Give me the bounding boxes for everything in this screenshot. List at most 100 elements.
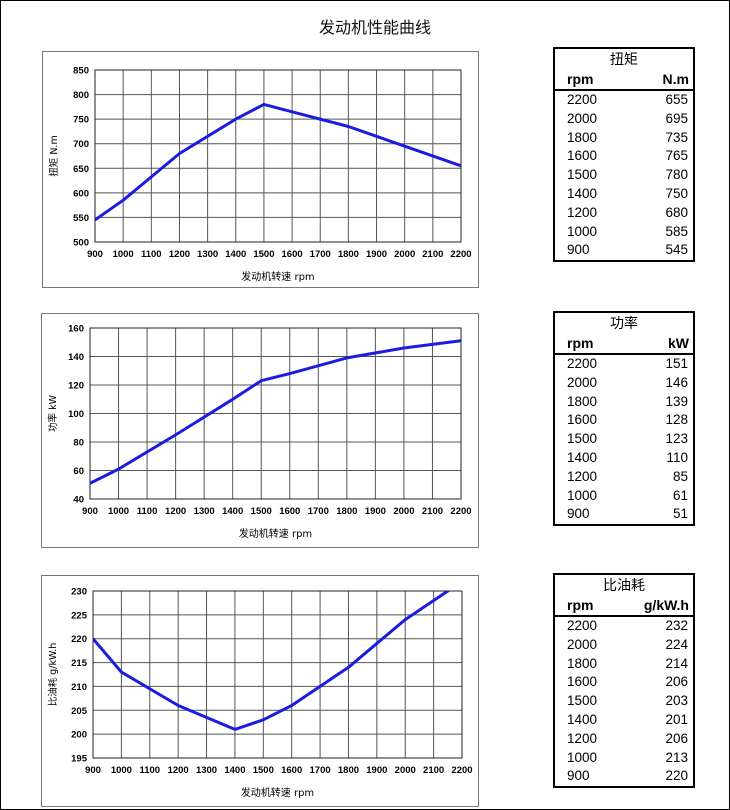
cell-value: 224 <box>665 636 688 652</box>
x-tick-label: 900 <box>82 506 98 517</box>
header-rpm: rpm <box>567 335 594 351</box>
y-tick-label: 200 <box>71 730 87 741</box>
header-unit: g/kW.h <box>643 597 689 613</box>
x-axis-label: 发动机转速 rpm <box>241 786 314 799</box>
x-tick-label: 1400 <box>224 765 245 776</box>
x-tick-label: 2000 <box>393 506 414 517</box>
x-tick-label: 1700 <box>310 765 331 776</box>
x-tick-label: 1600 <box>282 249 303 260</box>
cell-value: 220 <box>665 768 688 784</box>
x-tick-label: 1600 <box>279 506 300 517</box>
cell-rpm: 2000 <box>567 636 598 652</box>
power-table: 功率 rpm kW 2200 151 2000 146 1800 139 1600 128 1500 1… <box>553 311 695 527</box>
x-axis-label: 发动机转速 rpm <box>239 527 312 540</box>
cell-rpm: 1500 <box>567 431 598 447</box>
cell-value: 85 <box>672 468 688 484</box>
cell-rpm: 900 <box>567 506 590 522</box>
x-tick-label: 1400 <box>225 249 246 260</box>
cell-rpm: 2200 <box>567 356 598 371</box>
table-header: rpm N.m <box>555 69 693 91</box>
cell-value: 61 <box>672 487 688 503</box>
cell-value: 213 <box>665 749 688 765</box>
y-tick-label: 800 <box>73 90 89 101</box>
cell-rpm: 1000 <box>567 487 598 503</box>
cell-value: 123 <box>665 431 688 447</box>
cell-rpm: 900 <box>567 242 590 258</box>
y-tick-label: 230 <box>71 587 87 598</box>
table-row: 1500 123 <box>555 430 693 449</box>
y-tick-label: 60 <box>73 466 84 477</box>
table-row: 1400 750 <box>555 185 693 204</box>
torque-table: 扭矩 rpm N.m 2200 655 2000 695 1800 735 1600 765 1500… <box>553 47 695 263</box>
x-tick-label: 2200 <box>451 765 472 776</box>
table-title: 功率 <box>610 315 638 331</box>
cell-value: 151 <box>665 356 688 371</box>
y-tick-label: 205 <box>71 706 88 717</box>
header-rpm: rpm <box>567 597 594 613</box>
table-row: 1200 85 <box>555 468 693 487</box>
cell-value: 585 <box>665 223 688 239</box>
x-tick-label: 1100 <box>139 765 160 776</box>
cell-value: 203 <box>665 693 688 709</box>
table-row: 1800 214 <box>555 655 693 674</box>
cell-rpm: 1400 <box>567 185 598 201</box>
header-unit: kW <box>668 335 689 351</box>
data-line <box>95 102 461 222</box>
x-tick-label: 1500 <box>253 249 274 260</box>
x-tick-label: 2000 <box>395 765 416 776</box>
table-row: 1000 61 <box>555 487 693 506</box>
x-tick-label: 1300 <box>197 249 218 260</box>
cell-value: 214 <box>665 655 688 671</box>
data-line <box>90 339 461 485</box>
cell-rpm: 1600 <box>567 148 598 164</box>
cell-rpm: 1600 <box>567 674 598 690</box>
table-row: 2000 146 <box>555 374 693 393</box>
cell-rpm: 1200 <box>567 730 598 746</box>
fuel-consumption-table: 比油耗 rpm g/kW.h 2200 232 2000 224 1800 214 1600 206… <box>553 573 695 789</box>
cell-value: 655 <box>665 92 688 107</box>
x-tick-label: 1800 <box>338 765 359 776</box>
cell-rpm: 1500 <box>567 167 598 183</box>
x-tick-label: 1400 <box>222 506 243 517</box>
x-tick-label: 2100 <box>422 249 443 260</box>
cell-value: 695 <box>665 110 688 126</box>
y-tick-label: 550 <box>73 213 89 224</box>
cell-rpm: 1000 <box>567 223 598 239</box>
table-row: 1200 206 <box>555 730 693 749</box>
cell-value: 232 <box>665 618 688 633</box>
cell-rpm: 2000 <box>567 110 598 126</box>
data-line <box>93 591 451 731</box>
cell-rpm: 1000 <box>567 749 598 765</box>
y-tick-label: 650 <box>73 164 89 175</box>
cell-value: 206 <box>665 730 688 746</box>
y-axis-label: 扭矩 N.m <box>48 135 60 176</box>
cell-value: 680 <box>665 204 688 220</box>
x-tick-label: 1500 <box>253 765 274 776</box>
x-tick-label: 1700 <box>308 506 329 517</box>
x-tick-label: 1800 <box>336 506 357 517</box>
x-tick-label: 2200 <box>450 249 471 260</box>
x-tick-label: 1900 <box>366 249 387 260</box>
cell-rpm: 2200 <box>567 618 598 633</box>
x-tick-label: 1300 <box>194 506 215 517</box>
x-tick-label: 1000 <box>113 249 134 260</box>
cell-rpm: 1500 <box>567 693 598 709</box>
cell-value: 750 <box>665 185 688 201</box>
x-tick-label: 1100 <box>137 506 158 517</box>
plot-area <box>92 590 463 759</box>
y-tick-label: 850 <box>73 66 89 77</box>
x-tick-label: 1700 <box>310 249 331 260</box>
y-tick-label: 210 <box>71 682 87 693</box>
table-header: rpm g/kW.h <box>555 595 693 617</box>
cell-value: 765 <box>665 148 688 164</box>
table-row: 900 51 <box>555 505 693 524</box>
table-row: 1000 585 <box>555 223 693 242</box>
table-row: 1500 780 <box>555 166 693 185</box>
header-rpm: rpm <box>567 71 594 87</box>
table-row: 2000 224 <box>555 636 693 655</box>
cell-rpm: 1800 <box>567 655 598 671</box>
table-row: 1500 203 <box>555 692 693 711</box>
cell-rpm: 2200 <box>567 92 598 107</box>
x-tick-label: 1200 <box>169 249 190 260</box>
chart-svg: 900 1000 1100 1200 1300 1400 1500 1600 1700 1800 1… <box>48 66 472 284</box>
